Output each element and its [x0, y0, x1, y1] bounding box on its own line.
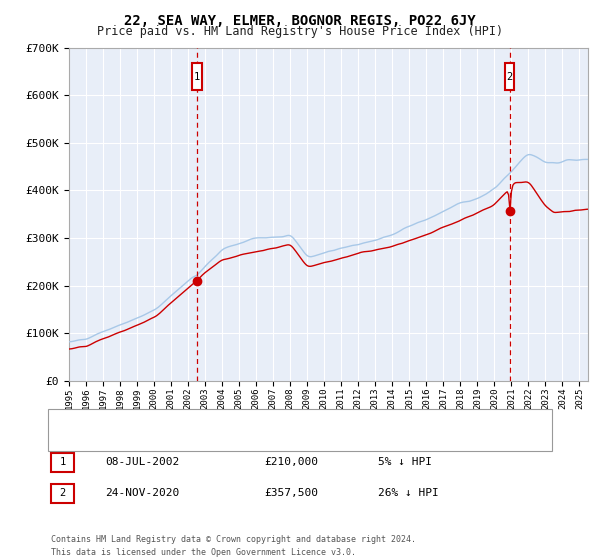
- Bar: [192, 63, 202, 91]
- Text: Contains HM Land Registry data © Crown copyright and database right 2024.: Contains HM Land Registry data © Crown c…: [51, 535, 416, 544]
- Text: HPI: Average price, detached house, Arun: HPI: Average price, detached house, Arun: [90, 434, 340, 444]
- Text: 2: 2: [59, 488, 65, 498]
- Text: 1: 1: [194, 72, 200, 82]
- Text: 22, SEA WAY, ELMER, BOGNOR REGIS, PO22 6JY (detached house): 22, SEA WAY, ELMER, BOGNOR REGIS, PO22 6…: [90, 416, 459, 426]
- Text: Price paid vs. HM Land Registry's House Price Index (HPI): Price paid vs. HM Land Registry's House …: [97, 25, 503, 38]
- Text: 1: 1: [59, 457, 65, 467]
- Text: £210,000: £210,000: [264, 457, 318, 467]
- Text: £357,500: £357,500: [264, 488, 318, 498]
- Text: 26% ↓ HPI: 26% ↓ HPI: [378, 488, 439, 498]
- Text: 08-JUL-2002: 08-JUL-2002: [105, 457, 179, 467]
- Text: 22, SEA WAY, ELMER, BOGNOR REGIS, PO22 6JY: 22, SEA WAY, ELMER, BOGNOR REGIS, PO22 6…: [124, 14, 476, 28]
- Text: This data is licensed under the Open Government Licence v3.0.: This data is licensed under the Open Gov…: [51, 548, 356, 557]
- Bar: [505, 63, 514, 91]
- Text: 24-NOV-2020: 24-NOV-2020: [105, 488, 179, 498]
- Text: 5% ↓ HPI: 5% ↓ HPI: [378, 457, 432, 467]
- Text: 2: 2: [506, 72, 513, 82]
